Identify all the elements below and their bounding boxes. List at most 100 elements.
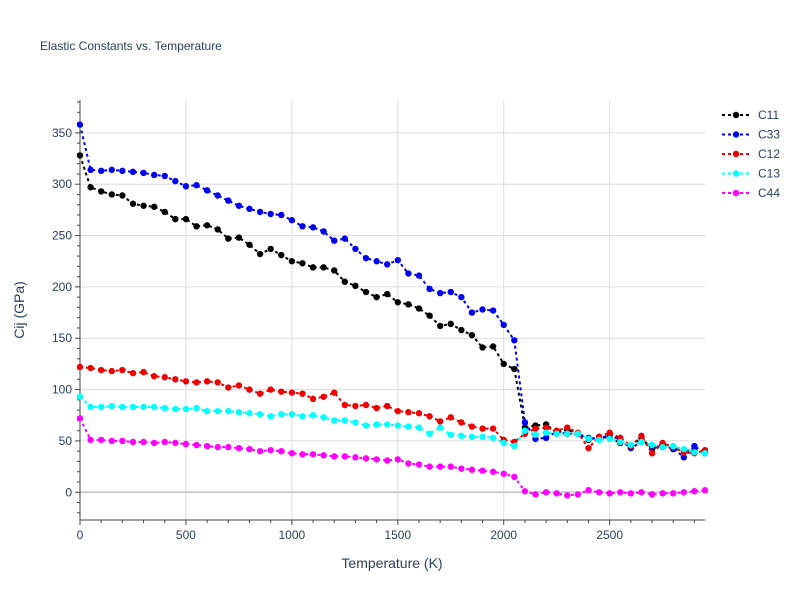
series-c33-point xyxy=(87,166,94,174)
series-c33-point xyxy=(119,167,126,175)
series-c11-point xyxy=(140,202,147,209)
series-c33-point xyxy=(405,270,412,277)
series-c33-point xyxy=(479,306,486,313)
series-c44-point xyxy=(627,490,635,497)
legend-label-c33: C33 xyxy=(758,128,780,142)
series-c13-point xyxy=(680,445,688,453)
series-c13-point xyxy=(373,421,380,428)
series-c44-point xyxy=(373,456,380,463)
series-c11-point xyxy=(182,215,190,223)
series-c11-point xyxy=(468,331,476,339)
series-c11-point xyxy=(161,208,168,216)
series-c44-point xyxy=(521,488,529,495)
series-c44-point xyxy=(87,436,94,444)
series-c11-point xyxy=(129,200,137,207)
series-c13-point xyxy=(331,417,338,424)
x-tick-label: 1000 xyxy=(279,528,306,542)
series-c13-point xyxy=(129,403,137,411)
series-c33-point xyxy=(542,434,550,442)
series-c12-point xyxy=(246,386,253,393)
series-c44-point xyxy=(394,456,401,463)
series-c12-point xyxy=(288,389,296,396)
series-c44-point xyxy=(214,443,221,451)
series-c44-point xyxy=(119,437,126,445)
series-c44-point xyxy=(150,439,158,447)
series-c11-point xyxy=(235,234,243,241)
series-c12-point xyxy=(309,395,317,403)
series-c44-point xyxy=(553,490,560,497)
series-c12-point xyxy=(394,407,401,415)
series-c33-point xyxy=(373,258,380,265)
series-c33-point xyxy=(415,272,423,279)
series-c11-point xyxy=(489,343,497,350)
series-c33-point xyxy=(256,208,264,216)
series-c44-point xyxy=(542,489,550,496)
series-c12-point xyxy=(331,389,338,396)
series-c11-point xyxy=(299,260,306,267)
series-c12-point xyxy=(426,413,433,420)
series-c12-point xyxy=(648,450,656,457)
series-c33-point xyxy=(680,454,688,461)
series-c33-point xyxy=(267,210,274,218)
series-c11-point xyxy=(479,344,486,351)
series-c13-point xyxy=(119,403,126,411)
series-c33-point xyxy=(447,288,454,296)
legend-marker-c13 xyxy=(732,170,740,177)
y-tick-label: 100 xyxy=(52,383,72,397)
series-c12-point xyxy=(76,363,84,371)
series-c11-point xyxy=(119,192,126,199)
series-c44-point xyxy=(193,441,200,449)
series-c33-point xyxy=(394,256,401,264)
series-c44-point xyxy=(256,447,264,455)
series-c44-point xyxy=(415,461,423,468)
series-c44-point xyxy=(468,466,476,473)
series-c44-point xyxy=(384,457,391,464)
series-c33-line xyxy=(79,124,706,459)
series-c33-point xyxy=(320,228,327,235)
series-c13-point xyxy=(648,441,656,449)
series-c13-point xyxy=(76,393,84,400)
series-c12-point xyxy=(489,425,497,432)
series-c33-point xyxy=(511,337,518,344)
series-c44-point xyxy=(606,490,613,497)
series-c12-point xyxy=(415,410,423,417)
series-c33-point xyxy=(309,224,317,231)
series-c13-point xyxy=(288,411,296,418)
series-c33-point xyxy=(299,223,306,230)
series-c33-point xyxy=(246,205,253,213)
series-c12-point xyxy=(341,401,349,409)
series-c13-point xyxy=(225,407,232,415)
series-c13-point xyxy=(299,413,306,420)
series-c13-point xyxy=(341,417,349,424)
legend-item-c11: C11 xyxy=(722,108,779,122)
legend-marker-c44 xyxy=(732,189,740,197)
series-c44-point xyxy=(129,438,137,446)
legend-label-c44: C44 xyxy=(758,186,780,200)
series-c11-point xyxy=(267,245,274,253)
series-c44-point xyxy=(76,415,84,422)
series-c11-point xyxy=(341,278,349,285)
series-c13-point xyxy=(458,432,465,439)
series-c33-point xyxy=(140,169,147,177)
series-c13-point xyxy=(606,435,613,443)
series-c13-point xyxy=(617,438,624,446)
series-c13-point xyxy=(193,404,200,412)
series-c44-point xyxy=(267,446,274,454)
series-c13-point xyxy=(479,433,486,441)
series-c33-point xyxy=(426,285,433,293)
series-c11-point xyxy=(447,320,454,328)
series-c12-point xyxy=(299,390,306,397)
series-c33-point xyxy=(362,254,370,262)
series-c33-point xyxy=(384,261,391,268)
series-group xyxy=(76,121,709,499)
legend-label-c11: C11 xyxy=(758,108,779,122)
legend-marker-c12 xyxy=(732,150,740,158)
series-c12-point xyxy=(87,364,94,372)
x-tick-label: 2000 xyxy=(490,528,517,542)
series-c44-point xyxy=(648,491,656,498)
legend-item-c12: C12 xyxy=(722,147,780,161)
series-c13-point xyxy=(595,436,603,444)
series-c13-point xyxy=(659,443,666,451)
series-c13-point xyxy=(627,441,635,449)
series-c13-point xyxy=(691,449,698,456)
